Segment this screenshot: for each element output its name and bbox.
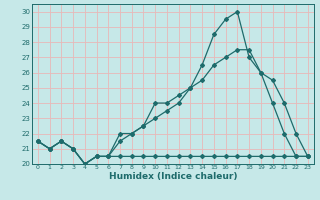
X-axis label: Humidex (Indice chaleur): Humidex (Indice chaleur) [108, 172, 237, 181]
